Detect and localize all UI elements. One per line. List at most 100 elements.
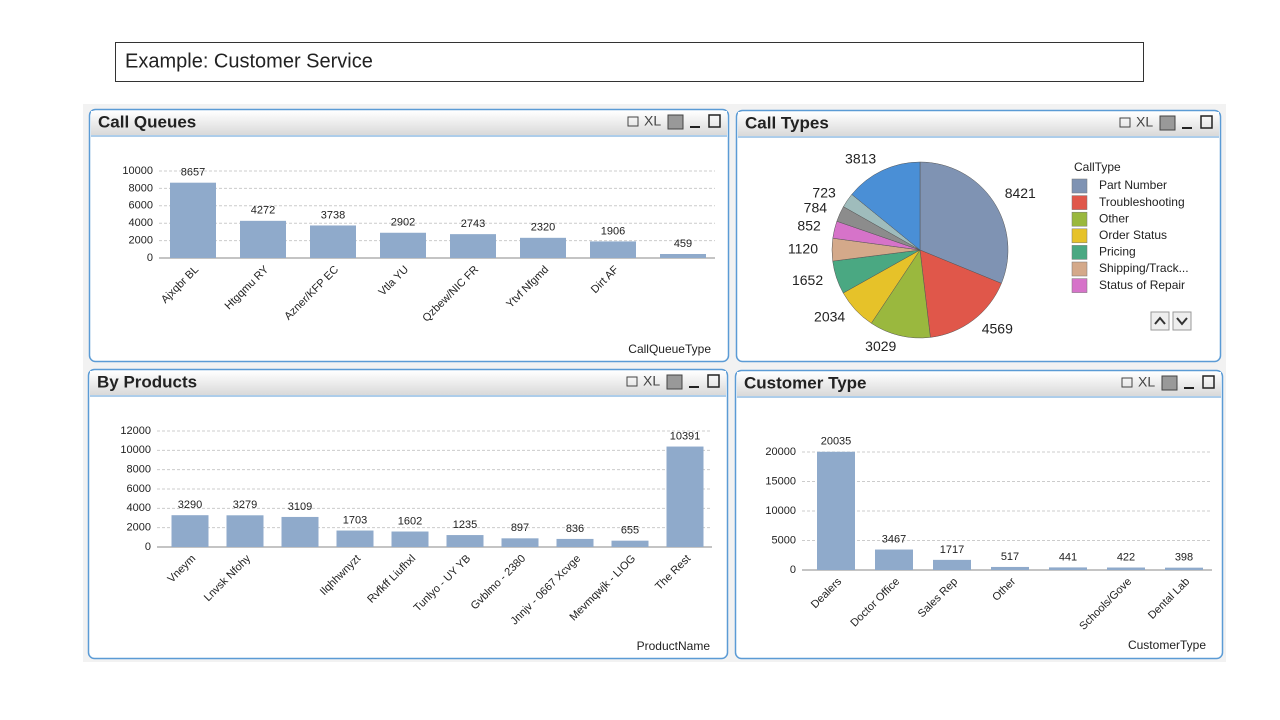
- panel-title: Call Types: [745, 113, 829, 132]
- value-label: 1602: [398, 515, 422, 527]
- value-label: 20035: [821, 436, 852, 448]
- bar: [660, 254, 706, 258]
- legend-label: Status of Repair: [1099, 278, 1185, 292]
- legend-swatch: [1071, 211, 1088, 227]
- value-label: 422: [1117, 551, 1135, 563]
- slice-label: 784: [804, 200, 828, 216]
- bar: [1049, 567, 1087, 570]
- scroll-down-arrow: [1176, 317, 1188, 326]
- bar: [310, 225, 356, 258]
- maximize-icon: [707, 374, 720, 388]
- value-label: 10391: [670, 430, 701, 442]
- y-tick-label: 0: [145, 541, 151, 553]
- bar: [391, 531, 429, 547]
- value-label: 1703: [343, 514, 367, 526]
- x-axis-label: CustomerType: [1128, 638, 1206, 652]
- pie-slice: [919, 161, 1009, 284]
- panel-header: [738, 112, 1219, 136]
- value-label: 2743: [461, 218, 485, 230]
- scroll-down[interactable]: [1172, 311, 1192, 331]
- bar: [611, 540, 649, 547]
- y-tick-label: 5000: [772, 534, 796, 546]
- y-tick-label: 2000: [129, 235, 153, 247]
- print-icon: [1119, 117, 1131, 128]
- bar: [240, 220, 286, 258]
- bar: [336, 530, 374, 547]
- slice-label: 4569: [982, 320, 1013, 336]
- y-tick-label: 6000: [129, 200, 153, 212]
- slice-label: 852: [797, 218, 821, 234]
- y-tick-label: 15000: [765, 475, 796, 487]
- slice-label: 2034: [814, 309, 845, 325]
- print-icon: [627, 116, 639, 127]
- value-label: 1235: [453, 519, 477, 531]
- value-label: 4272: [251, 205, 275, 217]
- y-tick-label: 6000: [127, 483, 151, 495]
- value-label: 897: [511, 522, 529, 534]
- value-label: 8657: [181, 167, 205, 179]
- value-label: 3109: [288, 501, 312, 513]
- bar: [450, 234, 496, 258]
- legend-swatch: [1071, 278, 1088, 293]
- panel-frame: [87, 368, 729, 660]
- scroll-up[interactable]: [1150, 311, 1170, 331]
- legend-swatch: [1071, 195, 1088, 210]
- legend-title: CallType: [1074, 160, 1121, 174]
- slice-label: 3813: [845, 150, 876, 166]
- value-label: 441: [1059, 551, 1077, 563]
- bar: [991, 566, 1029, 570]
- legend-label: Order Status: [1099, 228, 1167, 242]
- print-icon: [626, 376, 638, 387]
- maximize-icon: [1200, 115, 1213, 129]
- y-tick-label: 4000: [127, 502, 151, 514]
- bar: [520, 237, 566, 258]
- y-tick-label: 10000: [765, 505, 796, 517]
- bar: [1165, 567, 1203, 570]
- y-tick-label: 8000: [127, 464, 151, 476]
- legend-swatch: [1071, 245, 1088, 260]
- x-axis-label: ProductName: [637, 639, 711, 653]
- scroll-up-arrow: [1154, 316, 1166, 325]
- legend-label: Part Number: [1099, 178, 1167, 192]
- value-label: 655: [621, 525, 639, 537]
- value-label: 3279: [233, 499, 257, 511]
- value-label: 1717: [940, 544, 964, 556]
- page-title: Example: Customer Service: [125, 50, 373, 72]
- legend-label: Other: [1099, 211, 1129, 225]
- value-label: 3290: [178, 499, 202, 511]
- slice-label: 3029: [865, 338, 896, 354]
- value-label: 1906: [601, 225, 625, 237]
- bar: [817, 451, 855, 570]
- bar: [170, 182, 216, 258]
- bar: [281, 516, 319, 547]
- y-tick-label: 0: [790, 564, 796, 576]
- value-label: 836: [566, 523, 584, 535]
- excel-icon: XL: [1136, 114, 1153, 130]
- bar: [875, 549, 913, 570]
- legend-swatch: [1071, 261, 1088, 277]
- legend-swatch: [1071, 228, 1088, 244]
- legend-label: Shipping/Track...: [1099, 261, 1189, 275]
- slice-label: 723: [812, 184, 836, 200]
- value-label: 398: [1175, 552, 1193, 564]
- value-label: 517: [1001, 551, 1019, 563]
- value-label: 3467: [882, 533, 906, 545]
- legend-swatch: [1071, 178, 1088, 194]
- panel-header: [91, 111, 727, 135]
- excel-icon: XL: [644, 113, 661, 129]
- y-tick-label: 12000: [120, 425, 151, 437]
- header-box: [115, 42, 1144, 82]
- value-label: 459: [674, 238, 692, 250]
- bar: [380, 232, 426, 258]
- bar: [446, 535, 484, 547]
- bar: [226, 515, 264, 547]
- slice-label: 8421: [1005, 185, 1036, 201]
- pie-slice: [919, 249, 1002, 338]
- slice-label: 1652: [792, 272, 823, 288]
- y-tick-label: 4000: [129, 217, 153, 229]
- panel-title: Customer Type: [744, 373, 867, 392]
- y-tick-label: 20000: [765, 446, 796, 458]
- legend-label: Troubleshooting: [1099, 195, 1185, 209]
- excel-icon: XL: [643, 373, 660, 389]
- maximize-icon: [708, 114, 721, 128]
